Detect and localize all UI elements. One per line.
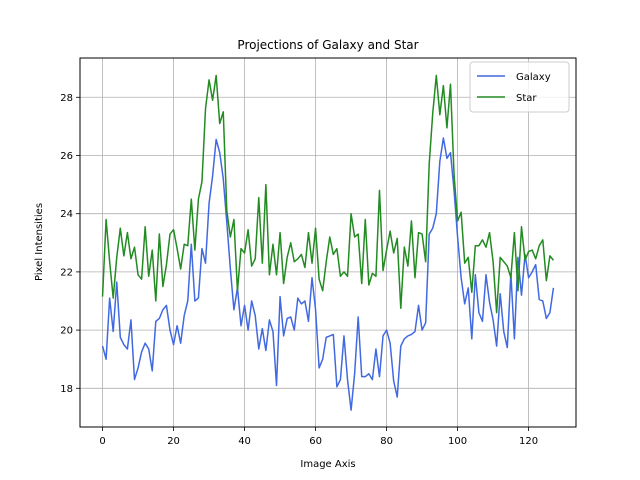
x-tick-label: 0 — [99, 436, 105, 447]
series-layer — [101, 74, 555, 411]
plot-frame — [79, 57, 577, 428]
x-tick-label: 80 — [380, 436, 393, 447]
x-tick-label: 100 — [448, 436, 467, 447]
y-tick-label: 24 — [60, 209, 73, 220]
x-axis-label: Image Axis — [300, 459, 355, 470]
legend-box — [469, 61, 570, 113]
series-line-galaxy — [101, 137, 555, 411]
y-tick-label: 20 — [60, 326, 73, 337]
x-tick-label: 20 — [167, 436, 180, 447]
series-line-star — [101, 74, 555, 314]
x-tick-label: 120 — [519, 436, 538, 447]
legend: Galaxy Star — [469, 61, 570, 113]
chart-title: Projections of Galaxy and Star — [237, 38, 418, 52]
y-axis-label: Pixel Intensities — [34, 203, 45, 281]
y-tick-label: 22 — [60, 267, 73, 278]
x-tick-label: 60 — [309, 436, 322, 447]
legend-label-galaxy: Galaxy — [516, 72, 551, 83]
axis-ticks: 0 20 40 60 80 100 120 18 20 22 24 26 28 — [60, 93, 538, 447]
y-tick-label: 18 — [60, 384, 73, 395]
legend-label-star: Star — [516, 93, 537, 104]
x-tick-label: 40 — [238, 436, 251, 447]
y-tick-label: 26 — [60, 151, 73, 162]
y-tick-label: 28 — [60, 93, 73, 104]
